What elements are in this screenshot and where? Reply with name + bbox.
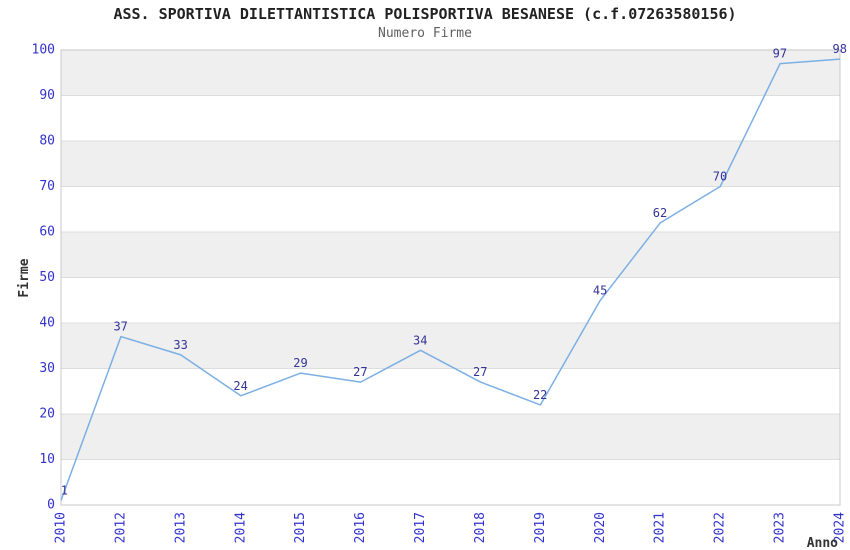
data-point-label: 29 — [293, 356, 307, 370]
y-tick-label: 100 — [32, 43, 55, 58]
data-point-label: 97 — [773, 47, 787, 61]
x-tick-label: 2016 — [353, 512, 368, 543]
x-tick-label: 2012 — [113, 512, 128, 543]
chart-subtitle: Numero Firme — [378, 26, 472, 41]
y-tick-label: 30 — [39, 361, 55, 376]
y-tick-label: 50 — [39, 270, 55, 285]
x-axis-title: Anno — [807, 536, 838, 550]
y-tick-label: 20 — [39, 407, 55, 422]
y-tick-label: 10 — [39, 452, 55, 467]
x-tick-label: 2019 — [533, 512, 548, 543]
x-tick-label: 2024 — [833, 512, 848, 543]
data-point-label: 33 — [173, 338, 187, 352]
data-point-label: 27 — [473, 365, 487, 379]
x-tick-label: 2021 — [653, 512, 668, 543]
y-tick-label: 0 — [47, 498, 55, 513]
data-point-label: 98 — [833, 42, 847, 56]
data-point-label: 70 — [713, 170, 727, 184]
grid-band — [61, 50, 840, 96]
x-tick-label: 2015 — [293, 512, 308, 543]
x-tick-label: 2020 — [593, 512, 608, 543]
y-tick-label: 60 — [39, 225, 55, 240]
x-tick-label: 2014 — [233, 512, 248, 543]
data-point-label: 27 — [353, 365, 367, 379]
x-tick-label: 2018 — [473, 512, 488, 543]
grid-band — [61, 141, 840, 187]
data-point-label: 22 — [533, 388, 547, 402]
grid-band — [61, 232, 840, 278]
data-point-label: 62 — [653, 206, 667, 220]
x-tick-label: 2023 — [773, 512, 788, 543]
y-tick-label: 70 — [39, 179, 55, 194]
data-point-label: 45 — [593, 283, 607, 297]
x-tick-label: 2013 — [173, 512, 188, 543]
data-line — [60, 58, 841, 501]
y-tick-label: 80 — [39, 134, 55, 149]
chart-title: ASS. SPORTIVA DILETTANTISTICA POLISPORTI… — [113, 5, 737, 23]
data-point-label: 34 — [413, 333, 427, 347]
x-tick-label: 2017 — [413, 512, 428, 543]
y-axis-title: Firme — [17, 258, 32, 297]
y-tick-label: 90 — [39, 88, 55, 103]
data-point-label: 37 — [113, 320, 127, 334]
x-tick-label: 2010 — [54, 512, 69, 543]
grid-band — [61, 414, 840, 460]
data-point-label: 1 — [61, 483, 68, 497]
x-tick-label: 2022 — [713, 512, 728, 543]
plot-border — [60, 49, 841, 506]
data-point-label: 24 — [233, 379, 247, 393]
y-tick-label: 40 — [39, 316, 55, 331]
